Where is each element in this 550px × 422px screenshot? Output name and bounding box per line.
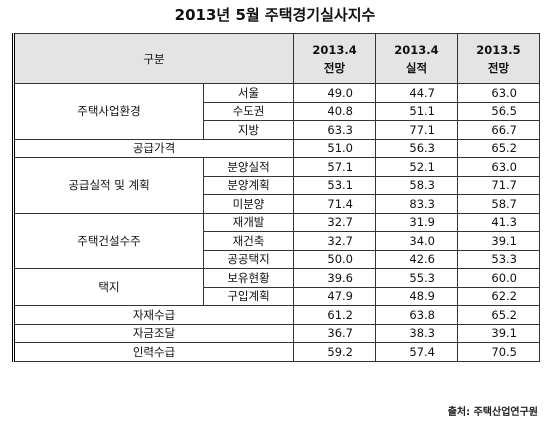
row: 재건축 32.7 34.0 39.1 <box>14 231 541 251</box>
value-cell: 39.6 <box>293 268 376 288</box>
value-cell: 39.1 <box>456 231 541 251</box>
sub-cell: 분양계획 <box>202 175 295 195</box>
group-cell: 자재수급 <box>12 305 295 325</box>
sub-cell: 지방 <box>202 120 295 140</box>
value-cell: 53.1 <box>293 175 376 195</box>
header-line: 전망 <box>323 60 346 75</box>
row: 공공택지 50.0 42.6 53.3 <box>14 249 541 269</box>
row: 미분양 71.4 83.3 58.7 <box>14 194 541 214</box>
row: 택지 보유현황 39.6 55.3 60.0 <box>13 268 541 306</box>
value-cell: 58.7 <box>456 194 541 214</box>
row: 인력수급 59.2 57.4 70.5 <box>12 342 541 362</box>
sub-cell: 보유현황 <box>202 268 295 288</box>
row: 공급가격 51.0 56.3 65.2 <box>12 138 541 158</box>
row: 주택건설수주 재개발 32.7 31.9 41.3 <box>13 212 541 269</box>
header-cell: 구분 <box>12 33 295 84</box>
group-cell: 공급가격 <box>12 138 295 158</box>
row: 주택사업환경 서울 49.0 44.7 63.0 <box>13 83 541 140</box>
value-cell: 65.2 <box>456 138 541 158</box>
header-line: 2013.5 <box>476 42 521 57</box>
sub-cell: 재건축 <box>202 231 295 251</box>
value-cell: 63.0 <box>456 83 541 103</box>
value-cell: 53.3 <box>456 249 541 269</box>
value-cell: 52.1 <box>375 157 458 177</box>
row: 자재수급 61.2 63.8 65.2 <box>12 305 541 325</box>
value-cell: 51.0 <box>293 138 376 158</box>
value-cell: 60.0 <box>456 268 541 288</box>
value-cell: 39.1 <box>456 323 541 343</box>
row: 자금조달 36.7 38.3 39.1 <box>12 323 541 343</box>
value-cell: 36.7 <box>293 323 376 343</box>
title: 2013년 5월 주택경기실사지수 <box>174 6 376 24</box>
value-cell: 65.2 <box>456 305 541 325</box>
value-cell: 41.3 <box>456 212 541 232</box>
value-cell: 62.2 <box>456 286 541 306</box>
row: 공급실적 및 계획 분양실적 57.1 52.1 63.0 <box>13 157 541 214</box>
sub-cell: 미분양 <box>202 194 295 214</box>
row: 구입계획 47.9 48.9 62.2 <box>14 286 541 306</box>
group-cell: 주택건설수주 <box>13 212 204 269</box>
value-cell: 42.6 <box>375 249 458 269</box>
group-cell: 자금조달 <box>12 323 295 343</box>
sub-cell: 구입계획 <box>202 286 295 306</box>
value-cell: 71.4 <box>293 194 376 214</box>
value-cell: 57.1 <box>293 157 376 177</box>
sub-cell: 수도권 <box>202 101 295 121</box>
value-cell: 70.5 <box>456 342 541 362</box>
value-cell: 47.9 <box>293 286 376 306</box>
header-line: 실적 <box>405 60 428 75</box>
value-cell: 32.7 <box>293 231 376 251</box>
row: 분양계획 53.1 58.3 71.7 <box>14 175 541 195</box>
value-cell: 56.5 <box>456 101 541 121</box>
value-cell: 59.2 <box>293 342 376 362</box>
value-cell: 44.7 <box>375 83 458 103</box>
header-line: 2013.4 <box>312 42 357 57</box>
header-cell: 2013.4 실적 <box>375 33 458 84</box>
group-cell: 공급실적 및 계획 <box>13 157 204 214</box>
group-cell: 인력수급 <box>12 342 295 362</box>
value-cell: 38.3 <box>375 323 458 343</box>
header-cell: 2013.5 전망 <box>456 33 541 84</box>
value-cell: 61.2 <box>293 305 376 325</box>
value-cell: 40.8 <box>293 101 376 121</box>
value-cell: 34.0 <box>375 231 458 251</box>
value-cell: 49.0 <box>293 83 376 103</box>
sub-cell: 분양실적 <box>202 157 295 177</box>
value-cell: 83.3 <box>375 194 458 214</box>
group-cell: 택지 <box>13 268 204 306</box>
sub-cell: 재개발 <box>202 212 295 232</box>
group-cell: 주택사업환경 <box>13 83 204 140</box>
sub-cell: 서울 <box>202 83 295 103</box>
sub-cell: 공공택지 <box>202 249 295 269</box>
table: 구분 2013.4 전망 2013.4 실적 2013.5 전망 주택사업환경 서울 49.0… <box>12 33 541 362</box>
header-row: 구분 2013.4 전망 2013.4 실적 2013.5 전망 <box>12 33 541 84</box>
value-cell: 71.7 <box>456 175 541 195</box>
value-cell: 50.0 <box>293 249 376 269</box>
value-cell: 66.7 <box>456 120 541 140</box>
value-cell: 77.1 <box>375 120 458 140</box>
header-line: 전망 <box>487 60 510 75</box>
value-cell: 51.1 <box>375 101 458 121</box>
value-cell: 48.9 <box>375 286 458 306</box>
row: 지방 63.3 77.1 66.7 <box>14 120 541 140</box>
value-cell: 63.0 <box>456 157 541 177</box>
value-cell: 63.3 <box>293 120 376 140</box>
header-cell: 2013.4 전망 <box>293 33 376 84</box>
value-cell: 31.9 <box>375 212 458 232</box>
value-cell: 56.3 <box>375 138 458 158</box>
value-cell: 55.3 <box>375 268 458 288</box>
value-cell: 58.3 <box>375 175 458 195</box>
value-cell: 63.8 <box>375 305 458 325</box>
value-cell: 32.7 <box>293 212 376 232</box>
header-line: 2013.4 <box>394 42 439 57</box>
source: 출처: 주택산업연구원 <box>447 407 538 418</box>
value-cell: 57.4 <box>375 342 458 362</box>
